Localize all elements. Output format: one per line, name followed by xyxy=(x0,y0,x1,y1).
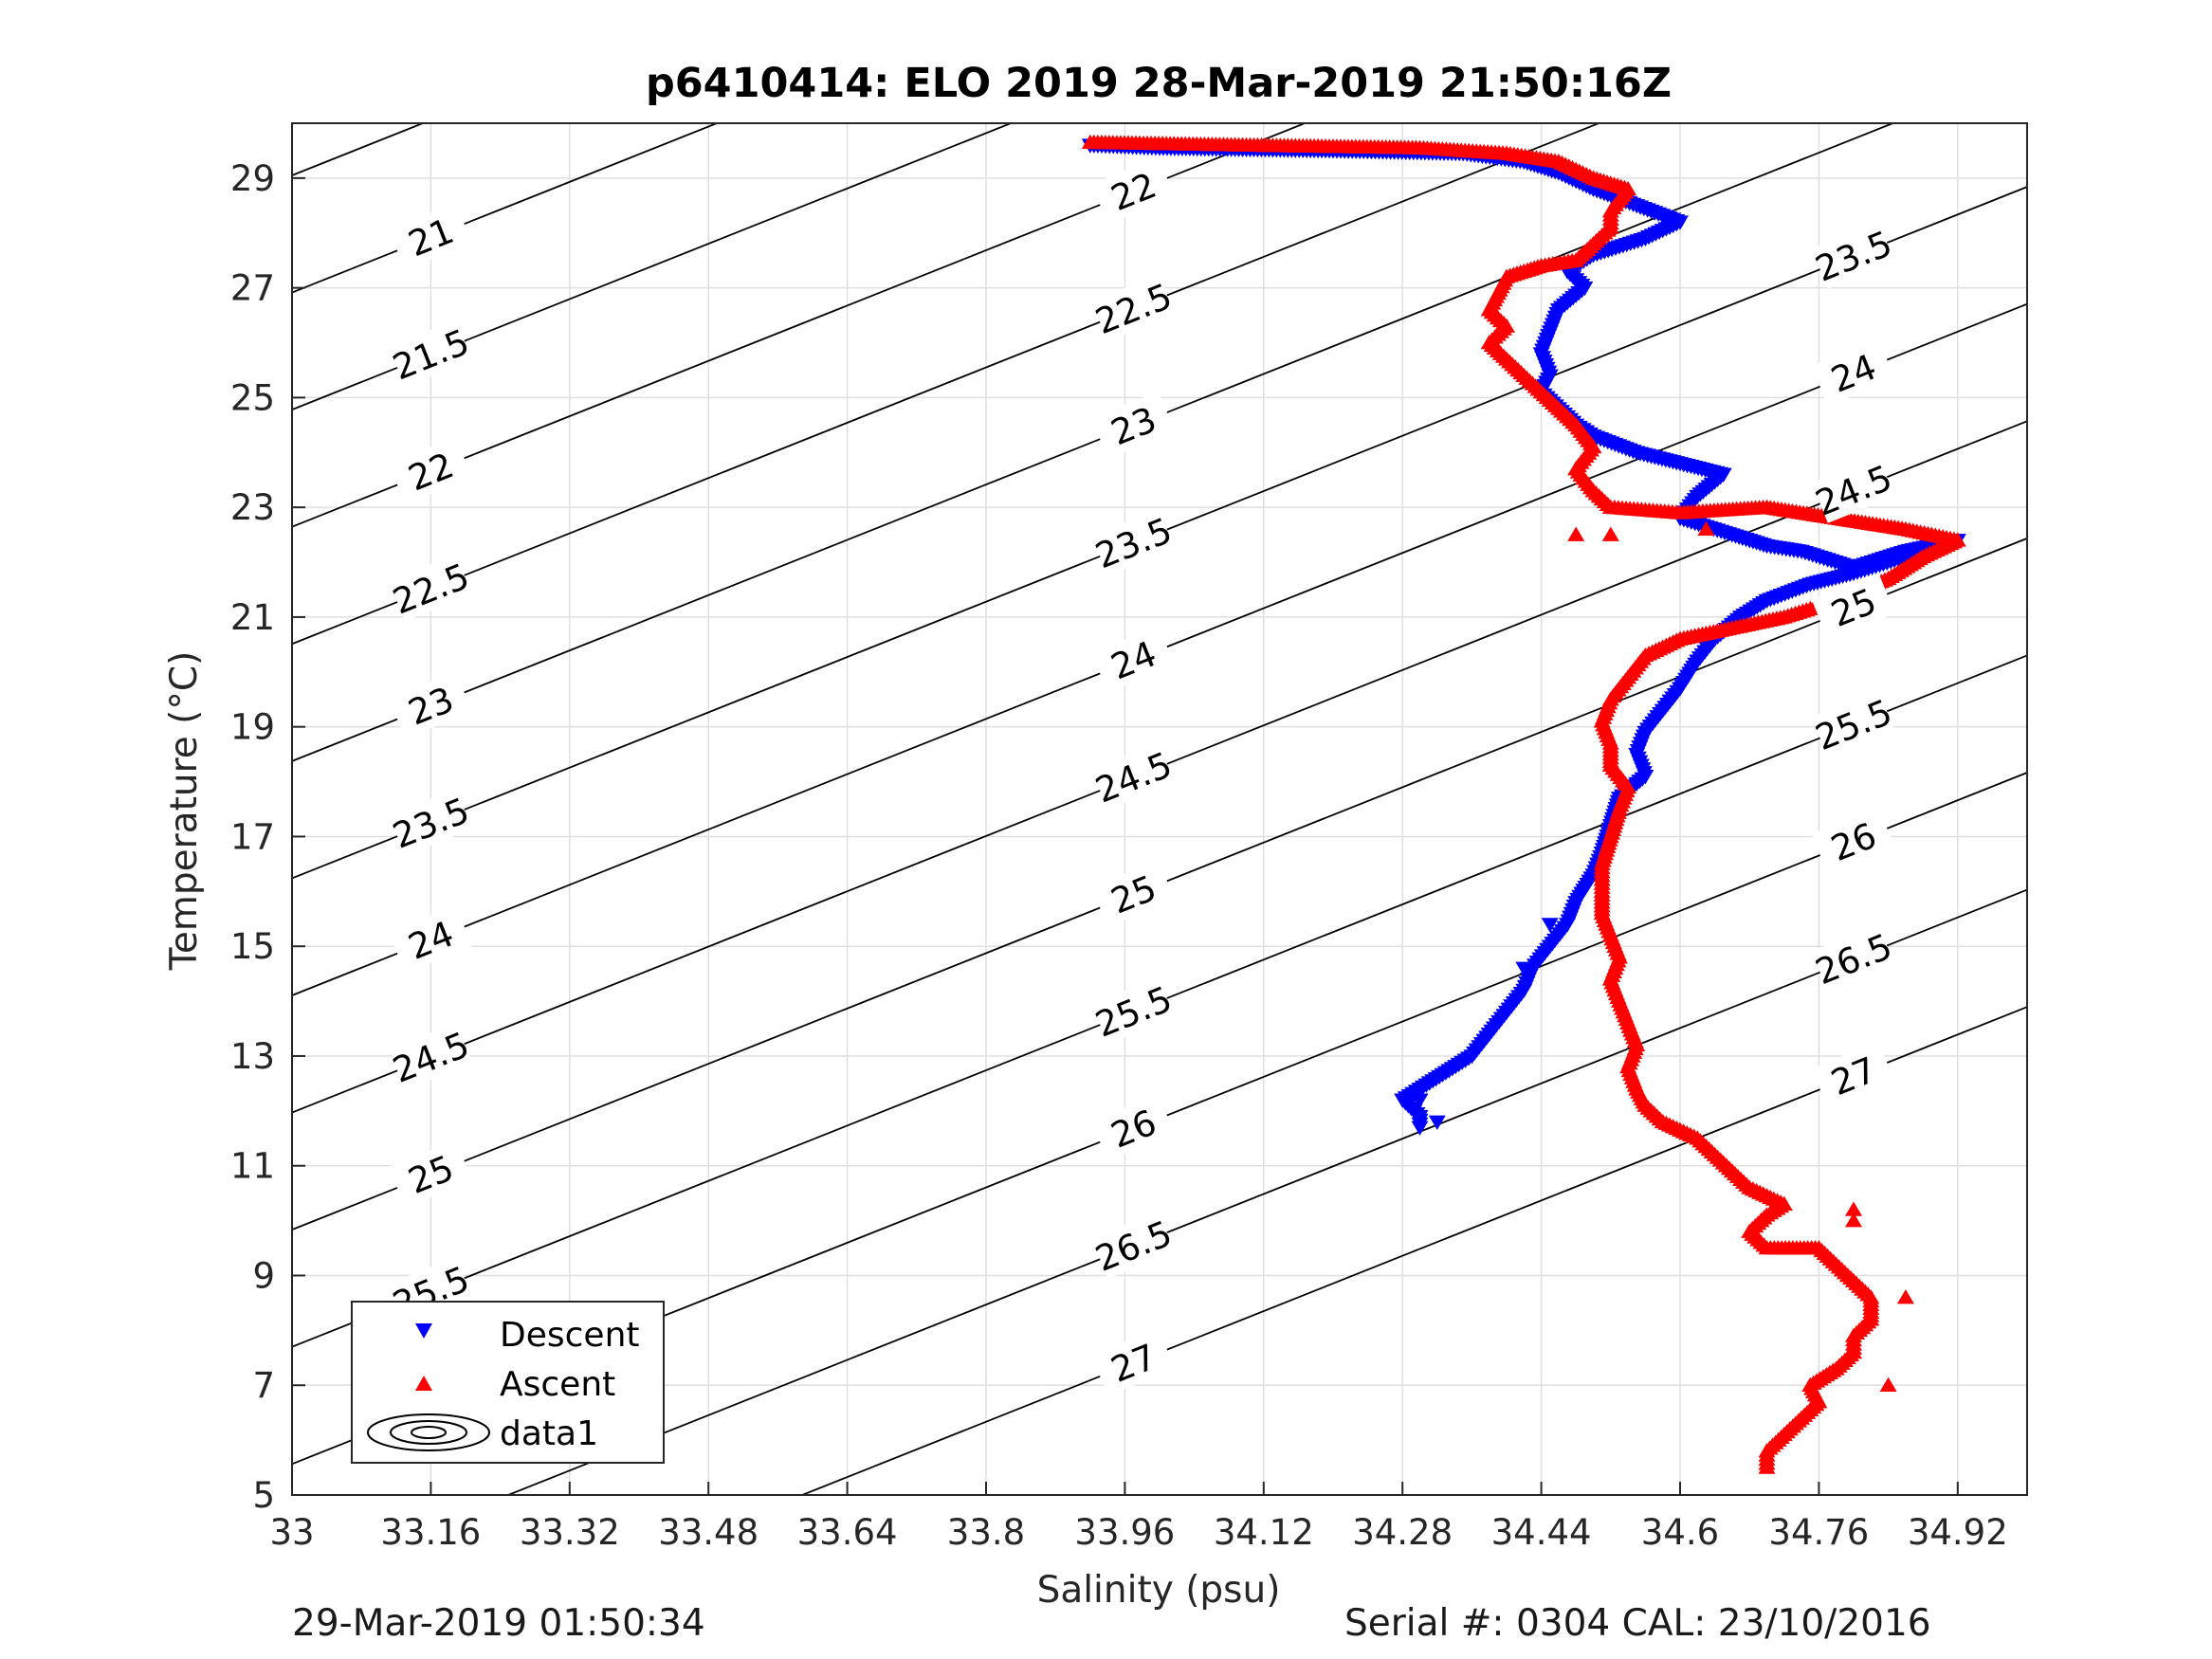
ascent-marker xyxy=(1896,1289,1914,1304)
axes-background xyxy=(292,123,2027,1495)
isopycnal-label-background xyxy=(1811,1041,1895,1109)
x-tick-label: 34.76 xyxy=(1768,1512,1869,1553)
isopycnal-label-background xyxy=(1811,455,1895,523)
y-tick-label: 9 xyxy=(252,1255,275,1296)
y-tick-label: 15 xyxy=(230,926,275,967)
isopycnal-label-background xyxy=(1091,1211,1175,1279)
x-tick-label: 34.92 xyxy=(1908,1512,2008,1553)
y-axis: 5 7 9 11 13 15 17 19 21 23 25 27 29 xyxy=(230,158,305,1516)
legend-contour-icon xyxy=(367,1413,490,1451)
isopycnal-label-background xyxy=(389,1139,472,1208)
chart-title: p6410414: ELO 2019 28-Mar-2019 21:50:16Z xyxy=(646,60,1672,107)
isopycnal-label-background xyxy=(1091,976,1175,1045)
ascent-marker xyxy=(1601,526,1619,541)
isopycnal-label-background xyxy=(389,788,472,856)
isopycnal-label-background xyxy=(389,319,472,388)
descent-marker xyxy=(1515,961,1533,976)
x-tick-label: 34.28 xyxy=(1352,1512,1453,1553)
ascent-marker xyxy=(1567,526,1585,541)
y-tick-label: 25 xyxy=(230,377,275,418)
isopycnal-label-background xyxy=(1091,860,1175,927)
x-tick-label: 33.32 xyxy=(520,1512,620,1553)
descent-marker xyxy=(1541,918,1559,933)
isopycnal-label-background xyxy=(1091,274,1175,342)
x-tick-label: 33.48 xyxy=(658,1512,759,1553)
x-tick-label: 33.64 xyxy=(797,1512,898,1553)
ascent-marker xyxy=(1845,1212,1862,1228)
x-tick-label: 33.16 xyxy=(380,1512,481,1553)
legend-ascent-label: Ascent xyxy=(500,1365,615,1404)
ascent-series xyxy=(1081,134,1966,1474)
isopycnal-labels: 2121.5222222.522.5232323.523.523.5242424… xyxy=(387,156,1897,1442)
legend: Descent Ascent data1 xyxy=(351,1301,665,1464)
axes-frame xyxy=(291,122,2028,1496)
isopycnal-label-background xyxy=(1091,1094,1175,1162)
isopycnal-label-background xyxy=(1811,690,1895,757)
x-tick-label: 33.8 xyxy=(947,1512,1025,1553)
legend-ascent-marker xyxy=(415,1376,432,1391)
legend-descent-label: Descent xyxy=(500,1316,640,1355)
isopycnal-label-background xyxy=(1811,221,1895,289)
isopycnal-label-background xyxy=(389,437,472,504)
isopycnal-label: 25 xyxy=(1091,860,1175,927)
descent-marker xyxy=(1411,1121,1429,1136)
isopycnal-label-background xyxy=(389,202,472,270)
isopycnal-label-background xyxy=(1091,391,1175,459)
isopycnal-label-background xyxy=(389,1022,472,1090)
legend-descent-marker xyxy=(415,1323,432,1339)
isopycnal-label-background xyxy=(1091,1328,1175,1396)
isopycnal-label-background xyxy=(389,554,472,622)
x-tick-label: 33.96 xyxy=(1074,1512,1175,1553)
isopycnal-label-background xyxy=(1091,508,1175,576)
y-tick-label: 17 xyxy=(230,816,275,857)
legend-box xyxy=(351,1301,665,1464)
isopycnal-label-background xyxy=(1091,625,1175,693)
isopycnal-line xyxy=(292,123,720,294)
isopycnal-label-background xyxy=(1091,742,1175,811)
isopycnal-line xyxy=(292,123,1014,410)
x-tick-label: 34.12 xyxy=(1214,1512,1314,1553)
y-tick-label: 7 xyxy=(252,1365,275,1406)
isopycnal-label-background xyxy=(1811,807,1895,875)
ascent-marker xyxy=(1697,520,1715,537)
isopycnal-label-background xyxy=(389,671,472,739)
y-tick-label: 19 xyxy=(230,707,275,748)
y-axis-label: Temperature (°C) xyxy=(163,651,206,972)
y-tick-label: 29 xyxy=(230,158,275,199)
legend-data1-label: data1 xyxy=(500,1414,598,1453)
ascent-marker xyxy=(1081,134,1099,150)
y-tick-label: 5 xyxy=(252,1475,275,1516)
isopycnal-label-background xyxy=(1811,338,1895,407)
x-axis: 33 33.16 33.32 33.48 33.64 33.8 33.96 34.12 34.2… xyxy=(269,1482,2008,1553)
ascent-marker xyxy=(1879,1376,1897,1392)
isopycnal-label-background xyxy=(389,905,472,974)
y-tick-label: 13 xyxy=(230,1036,275,1077)
y-tick-label: 23 xyxy=(230,487,275,528)
footer-serial-calibration: Serial #: 0304 CAL: 23/10/2016 xyxy=(1344,1602,1931,1645)
ascent-marker xyxy=(1845,1201,1862,1216)
descent-marker xyxy=(1428,1115,1446,1130)
isopycnal-label-background xyxy=(1811,924,1895,993)
y-tick-label: 27 xyxy=(230,268,275,309)
y-tick-label: 11 xyxy=(230,1146,275,1187)
x-tick-label: 33 xyxy=(269,1512,314,1553)
x-axis-label: Salinity (psu) xyxy=(1037,1569,1281,1612)
x-tick-label: 34.44 xyxy=(1491,1512,1592,1553)
x-tick-label: 34.6 xyxy=(1641,1512,1719,1553)
isopycnal-label-background xyxy=(1811,573,1895,641)
y-tick-label: 21 xyxy=(230,597,275,638)
descent-marker xyxy=(1411,1093,1429,1108)
isopycnal-label-background xyxy=(1091,156,1175,225)
footer-timestamp: 29-Mar-2019 01:50:34 xyxy=(292,1602,705,1645)
